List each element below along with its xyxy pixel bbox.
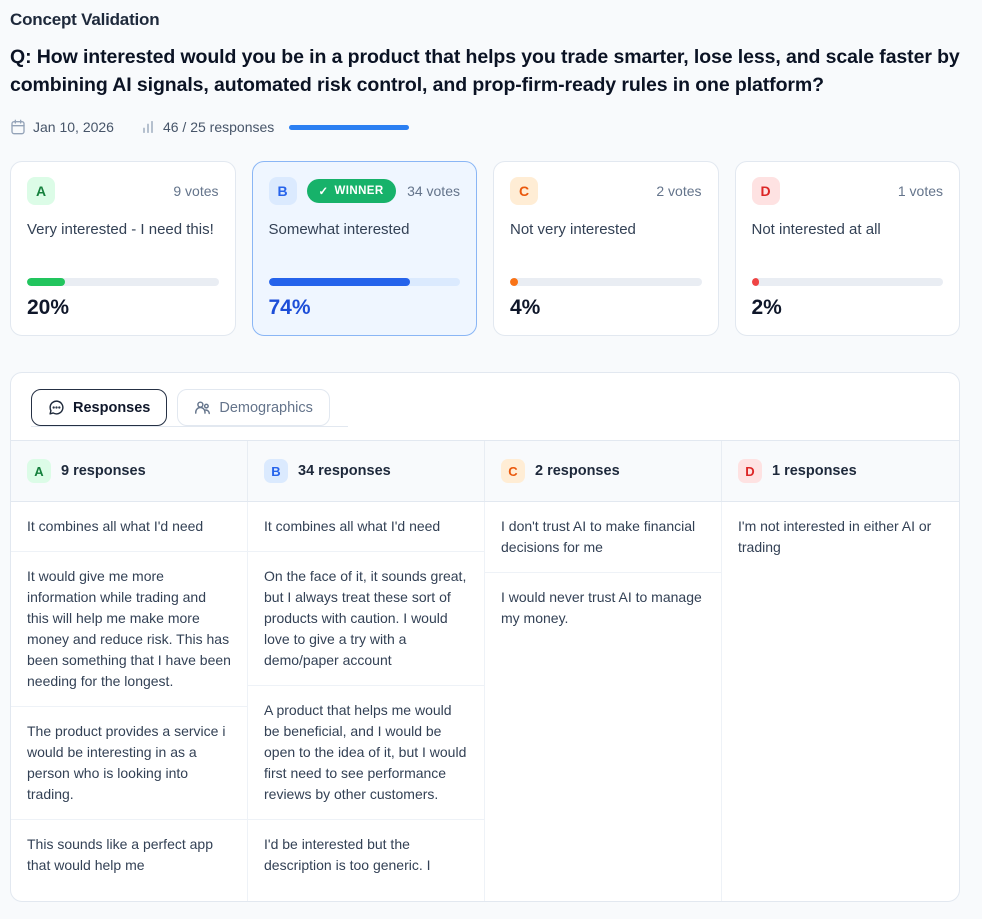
option-percent-a: 20% [27, 296, 70, 320]
responses-group: 46 / 25 responses [140, 119, 410, 136]
response-column-c: I don't trust AI to make financial decis… [485, 502, 722, 902]
option-card-d[interactable]: D 1 votes Not interested at all 2% [734, 161, 960, 337]
responses-progress-bar [289, 124, 410, 130]
option-progress-track-a [27, 278, 219, 287]
option-votes-a: 9 votes [173, 183, 219, 200]
column-header-b: B 34 responses [248, 441, 485, 502]
response-cell: It combines all what I'd need [264, 518, 441, 535]
option-progress-fill-c [510, 278, 518, 287]
response-column-d: I'm not interested in either AI or tradi… [722, 502, 959, 901]
response-cell: I'd be interested but the description is… [248, 819, 484, 890]
option-votes-b: 34 votes [407, 183, 460, 200]
option-badge-d: D [751, 177, 780, 206]
column-count-a: 9 responses [61, 463, 146, 480]
column-header-c: C 2 responses [485, 441, 722, 502]
option-progress-track-b [268, 278, 460, 287]
meta-row: Jan 10, 2026 46 / 25 responses [10, 119, 960, 135]
message-bubble-icon [48, 399, 65, 416]
option-votes-c: 2 votes [656, 183, 702, 200]
option-progress-fill-a [27, 278, 66, 287]
tab-demographics[interactable]: Demographics [177, 389, 330, 427]
tab-demographics-label: Demographics [219, 399, 313, 416]
option-progress-track-d [751, 278, 943, 287]
survey-date: Jan 10, 2026 [33, 119, 114, 136]
option-card-c[interactable]: C 2 votes Not very interested 4% [493, 161, 719, 337]
option-label-a: Very interested - I need this! [27, 221, 214, 239]
check-icon: ✓ [318, 186, 329, 199]
option-percent-b: 74% [268, 296, 311, 320]
option-card-b[interactable]: B ✓ WINNER 34 votes Somewhat interested … [251, 161, 477, 337]
response-column-a: It combines all what I'd need It would g… [11, 502, 248, 902]
response-cell: I don't trust AI to make financial decis… [501, 518, 696, 556]
options-grid: A 9 votes Very interested - I need this!… [10, 161, 960, 337]
option-badge-c: C [510, 177, 538, 206]
column-header-a: A 9 responses [11, 441, 248, 502]
response-cell: On the face of it, it sounds great, but … [248, 551, 484, 685]
option-card-a[interactable]: A 9 votes Very interested - I need this!… [10, 161, 236, 337]
option-label-b: Somewhat interested [268, 221, 410, 239]
option-label-d: Not interested at all [751, 221, 881, 239]
column-badge-b: B [264, 459, 288, 484]
response-cell: It would give me more information while … [11, 551, 247, 706]
column-count-d: 1 responses [772, 463, 857, 480]
option-percent-c: 4% [510, 296, 541, 320]
page-title: Concept Validation [10, 10, 160, 29]
option-label-c: Not very interested [510, 221, 636, 239]
response-cell: This sounds like a perfect app that woul… [11, 819, 247, 890]
response-cell: I would never trust AI to manage my mone… [485, 572, 721, 643]
option-percent-d: 2% [751, 296, 782, 320]
winner-label: WINNER [334, 185, 384, 198]
column-badge-c: C [501, 459, 525, 484]
option-badge-b: B [268, 177, 297, 206]
calendar-icon [10, 119, 26, 135]
tab-responses-label: Responses [73, 399, 151, 416]
option-votes-d: 1 votes [897, 183, 943, 200]
column-badge-d: D [738, 459, 762, 484]
date-group: Jan 10, 2026 [10, 119, 114, 135]
response-columns-header: A 9 responses B 34 responses C 2 respons… [11, 440, 959, 503]
bar-chart-icon [140, 119, 156, 135]
survey-question: Q: How interested would you be in a prod… [10, 46, 960, 96]
column-count-b: 34 responses [298, 463, 391, 480]
response-cell: A product that helps me would be benefic… [248, 685, 484, 819]
tabs-bar: Responses Demographics [11, 373, 959, 428]
option-progress-track-c [510, 278, 702, 287]
responses-count: 46 / 25 responses [162, 119, 275, 136]
column-badge-a: A [27, 459, 51, 484]
winner-badge: ✓ WINNER [306, 179, 396, 204]
response-cell: I'm not interested in either AI or tradi… [738, 518, 932, 556]
response-column-b: It combines all what I'd need On the fac… [248, 502, 485, 902]
option-progress-fill-b [268, 278, 411, 287]
column-header-d: D 1 responses [722, 441, 959, 501]
users-icon [194, 399, 211, 416]
column-count-c: 2 responses [535, 463, 620, 480]
response-cell: It combines all what I'd need [27, 518, 204, 535]
response-cell: The product provides a service i would b… [11, 706, 247, 819]
option-progress-fill-d [751, 278, 759, 287]
option-badge-a: A [27, 177, 55, 206]
response-columns: It combines all what I'd need It would g… [11, 502, 959, 902]
results-panel: Responses Demographics A 9 responses B 3… [10, 372, 960, 903]
tab-responses[interactable]: Responses [31, 389, 168, 427]
